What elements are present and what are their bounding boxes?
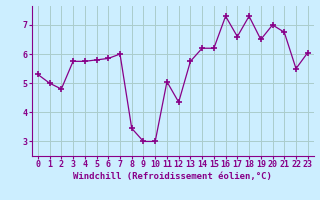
X-axis label: Windchill (Refroidissement éolien,°C): Windchill (Refroidissement éolien,°C) (73, 172, 272, 181)
